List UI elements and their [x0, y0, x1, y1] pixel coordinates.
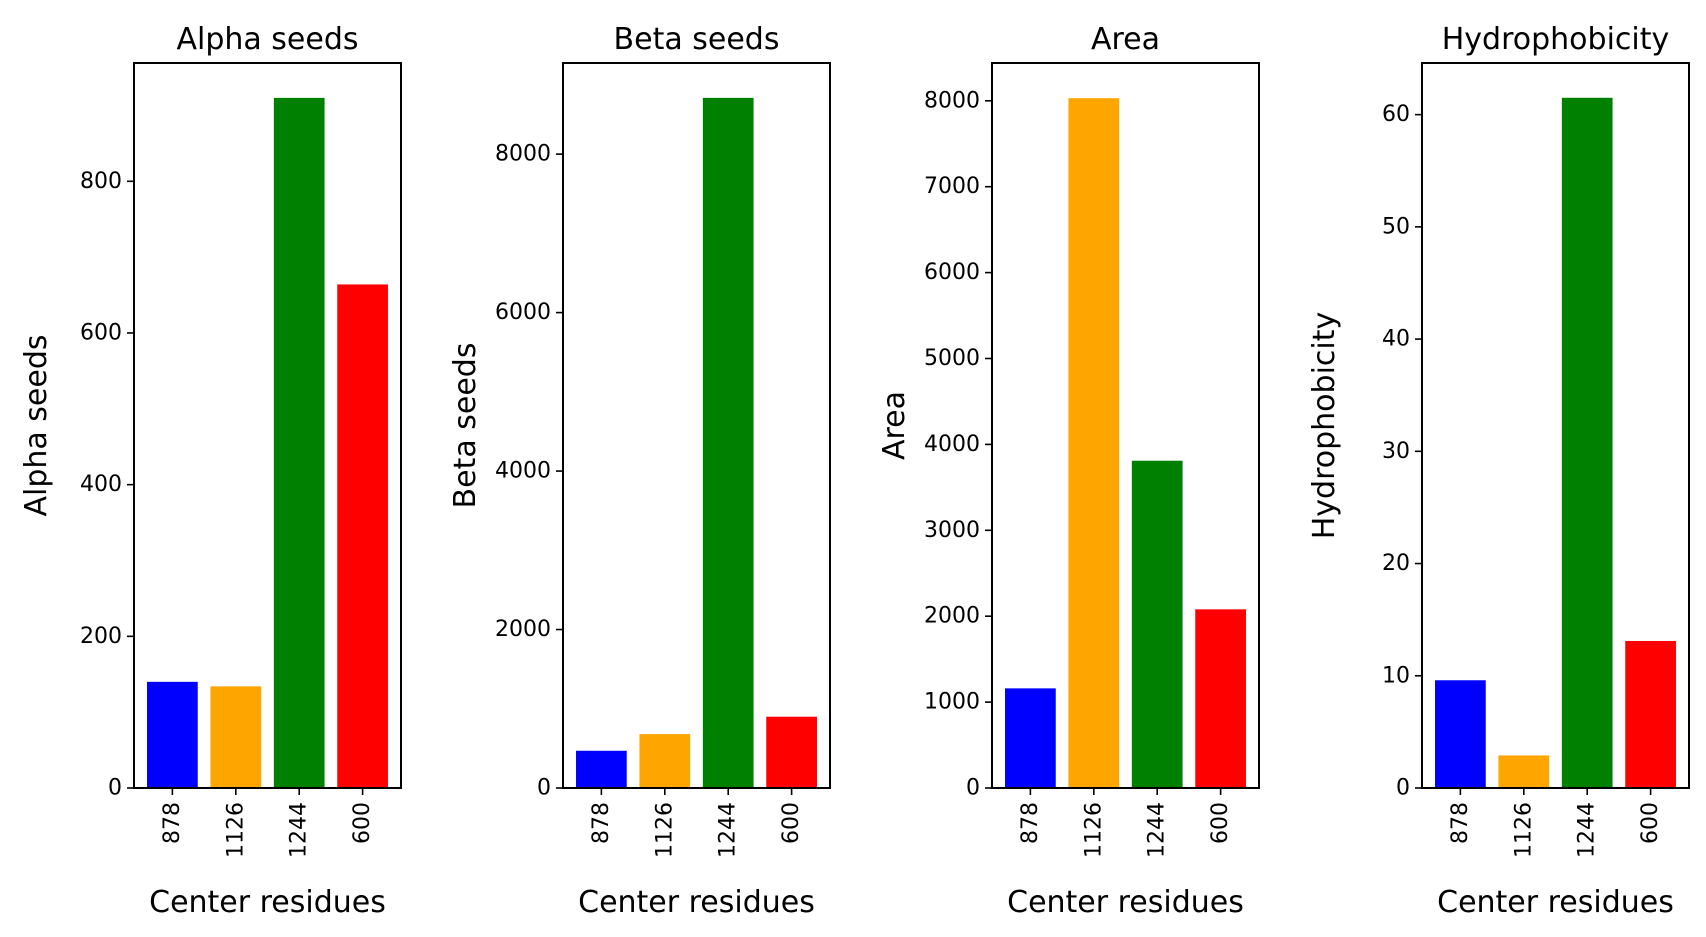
chart-title: Beta seeds — [614, 22, 780, 57]
y-axis-label: Beta seeds — [448, 343, 483, 509]
y-tick-label: 6000 — [924, 260, 980, 285]
x-tick-label: 1126 — [1081, 802, 1106, 858]
y-tick-label: 7000 — [924, 174, 980, 199]
y-tick-label: 0 — [966, 776, 980, 801]
chart-title: Hydrophobicity — [1442, 22, 1670, 57]
x-tick-label: 878 — [589, 802, 614, 844]
bar — [1195, 609, 1246, 788]
bar — [210, 686, 262, 788]
y-axis-label: Hydrophobicity — [1307, 312, 1342, 540]
plot-frame — [991, 62, 1260, 789]
y-tick-label: 2000 — [924, 604, 980, 629]
plot-frame — [562, 62, 831, 789]
x-tick-label: 1244 — [716, 802, 741, 858]
x-axis-label: Center residues — [1007, 885, 1244, 920]
x-tick-label: 1126 — [223, 802, 248, 858]
bar — [1131, 460, 1183, 788]
x-tick-label: 1244 — [287, 802, 312, 858]
bar — [1435, 680, 1486, 788]
y-tick-label: 0 — [537, 776, 551, 801]
chart-panel-1: 878 1126 1244 600 0 200 400 600 800 Alpha seeds Ce… — [19, 22, 402, 920]
bar — [1561, 97, 1613, 789]
bar — [337, 284, 388, 788]
x-tick-label: 1126 — [1511, 802, 1536, 858]
y-tick-label: 20 — [1382, 551, 1410, 576]
plot-frame — [133, 62, 402, 789]
x-tick-label: 1126 — [652, 802, 677, 858]
chart-panel-3: 878 1126 1244 60001000200030004000500060007… — [877, 22, 1260, 920]
bar — [1005, 688, 1056, 788]
x-tick-label: 1244 — [1575, 802, 1600, 858]
y-tick-label: 0 — [108, 776, 122, 801]
y-tick-label: 6000 — [495, 300, 551, 325]
y-axis-label: Area — [877, 391, 912, 460]
y-tick-label: 40 — [1382, 327, 1410, 352]
x-tick-label: 878 — [1448, 802, 1473, 844]
y-tick-label: 1000 — [924, 690, 980, 715]
x-axis-label: Center residues — [578, 885, 815, 920]
y-tick-label: 5000 — [924, 346, 980, 371]
chart-title: Area — [1091, 22, 1160, 57]
y-tick-label: 400 — [80, 472, 122, 497]
bar — [147, 681, 198, 788]
x-tick-label: 600 — [1208, 802, 1233, 844]
y-tick-label: 4000 — [495, 459, 551, 484]
y-tick-label: 4000 — [924, 432, 980, 457]
plot-frame — [1421, 62, 1690, 789]
bar — [702, 97, 754, 789]
chart-panel-4: 878 1126 1244 600 0 10 20 30 40 50 60 Hydrophobicit… — [1307, 22, 1690, 920]
y-tick-label: 3000 — [924, 518, 980, 543]
x-tick-label: 600 — [1638, 802, 1663, 844]
chart-title: Alpha seeds — [176, 22, 358, 57]
y-axis-label: Alpha seeds — [19, 334, 54, 516]
x-tick-label: 878 — [160, 802, 185, 844]
y-tick-label: 10 — [1382, 663, 1410, 688]
bar — [766, 716, 817, 788]
x-tick-label: 600 — [350, 802, 375, 844]
bar — [1068, 98, 1120, 789]
y-tick-label: 0 — [1396, 776, 1410, 801]
bar — [576, 750, 627, 788]
y-tick-label: 30 — [1382, 439, 1410, 464]
y-tick-label: 2000 — [495, 617, 551, 642]
bar — [273, 97, 325, 788]
y-tick-label: 200 — [80, 624, 122, 649]
x-axis-label: Center residues — [1437, 885, 1674, 920]
x-tick-label: 600 — [779, 802, 804, 844]
y-tick-label: 50 — [1382, 214, 1410, 239]
y-tick-label: 800 — [80, 169, 122, 194]
bar — [1498, 755, 1550, 788]
bar — [639, 734, 691, 788]
x-tick-label: 878 — [1018, 802, 1043, 844]
x-axis-label: Center residues — [149, 885, 386, 920]
y-tick-label: 8000 — [495, 142, 551, 167]
bar — [1625, 640, 1676, 788]
y-tick-label: 600 — [80, 320, 122, 345]
y-tick-label: 8000 — [924, 88, 980, 113]
x-tick-label: 1244 — [1145, 802, 1170, 858]
y-tick-label: 60 — [1382, 102, 1410, 127]
